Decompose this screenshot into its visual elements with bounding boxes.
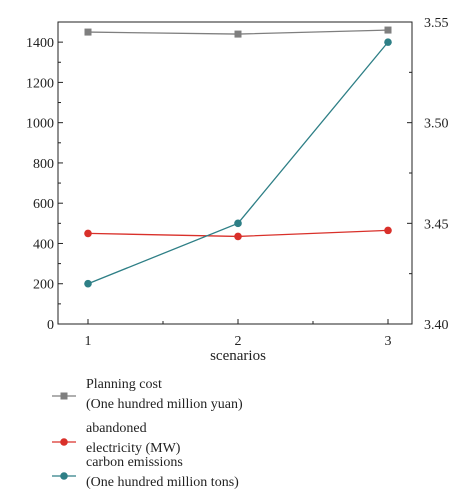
x-axis-title: scenarios: [210, 348, 266, 364]
legend-label-line2: electricity (MW): [86, 441, 181, 456]
legend-marker-2: [60, 472, 68, 480]
legend-label: carbon emissions: [86, 455, 183, 470]
legend-label-line2: (One hundred million tons): [86, 475, 239, 490]
left-tick-label: 1200: [26, 76, 54, 91]
left-tick-label: 0: [47, 318, 54, 333]
left-tick-label: 1000: [26, 117, 54, 132]
legend-label-line2: (One hundred million yuan): [86, 397, 243, 412]
right-tick-label: 3.50: [424, 117, 449, 132]
legend-marker-0: [60, 392, 68, 400]
left-axis-ticks: 0 200 400 600 800 1000 1200 1400: [26, 36, 63, 333]
legend-marker-1: [60, 438, 68, 446]
series-point-2: [84, 279, 92, 288]
series-point-0: [84, 28, 92, 36]
left-tick-label: 200: [33, 278, 54, 293]
series-point-2: [234, 219, 242, 228]
right-tick-label: 3.55: [424, 16, 449, 31]
plot-border: [57, 21, 413, 325]
series-point-2: [384, 38, 392, 46]
series-point-1: [234, 232, 242, 241]
series-point-0: [234, 30, 242, 38]
left-tick-label: 400: [33, 237, 54, 252]
left-tick-label: 800: [33, 157, 54, 172]
x-tick-label: 2: [235, 334, 242, 349]
legend-label: Planning cost: [86, 377, 162, 392]
series-point-1: [84, 229, 92, 238]
legend: Planning cost (One hundred million yuan) a…: [52, 377, 243, 490]
right-tick-label: 3.45: [424, 217, 449, 232]
left-tick-label: 600: [33, 197, 54, 212]
x-axis-ticks: 1 2 3: [85, 319, 392, 349]
left-tick-label: 1400: [26, 36, 54, 51]
legend-label: abandoned: [86, 421, 147, 436]
plot-frame: [57, 21, 413, 325]
right-axis-ticks: 3.40 3.45 3.50 3.55: [407, 16, 449, 333]
x-tick-label: 1: [85, 334, 92, 349]
right-tick-label: 3.40: [424, 318, 449, 333]
series-line-2: [87, 41, 389, 285]
series-layer: [84, 26, 392, 288]
series-point-1: [384, 226, 392, 235]
series-point-0: [384, 26, 392, 34]
x-tick-label: 3: [385, 334, 392, 349]
